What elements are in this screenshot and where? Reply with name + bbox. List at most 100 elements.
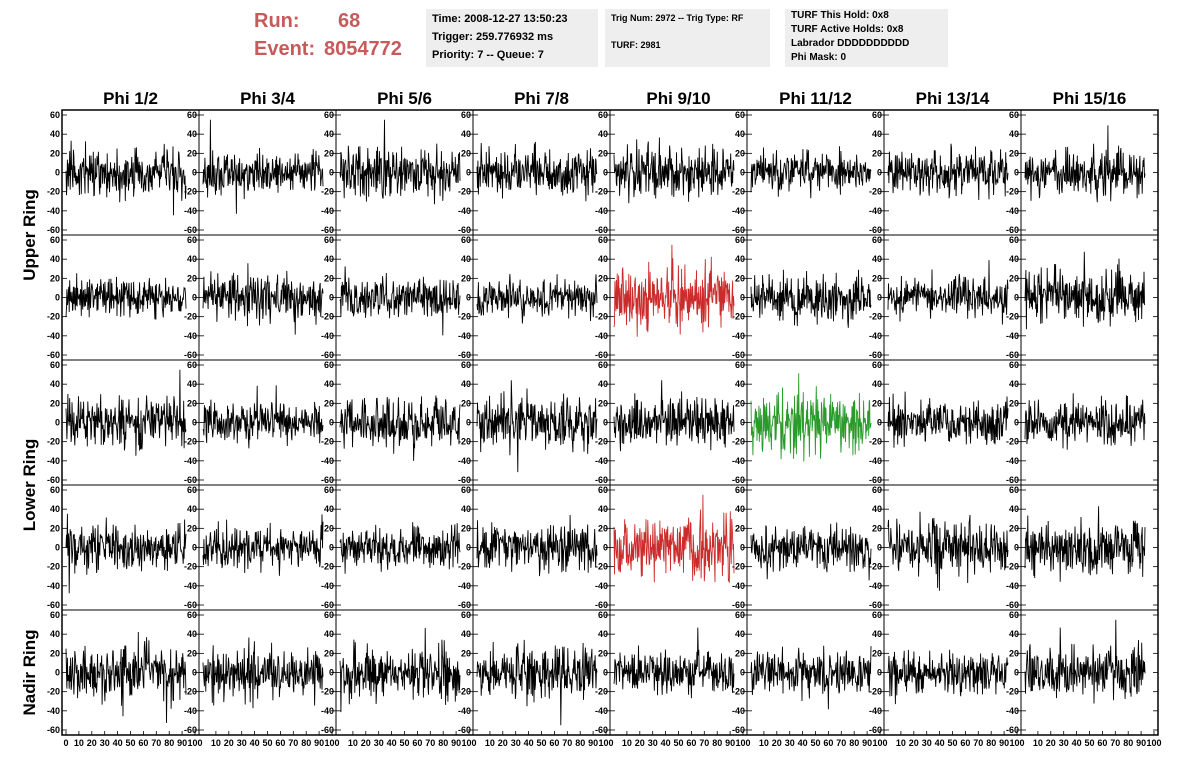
- y-tick-label: -60: [321, 475, 334, 485]
- y-tick-label: -40: [458, 456, 471, 466]
- y-tick-label: -40: [184, 706, 197, 716]
- waveform-trace: [1024, 506, 1146, 582]
- waveform-trace: [887, 391, 1009, 448]
- y-tick-label: 20: [1009, 398, 1019, 408]
- y-tick-label: -40: [595, 206, 608, 216]
- y-tick-label: -20: [321, 437, 334, 447]
- x-tick-label: 10: [211, 738, 221, 748]
- waveform-trace: [65, 631, 187, 723]
- y-tick-label: 60: [324, 485, 334, 495]
- column-header: Phi 7/8: [514, 89, 569, 108]
- y-tick-label: -20: [47, 312, 60, 322]
- y-tick-label: 40: [598, 254, 608, 264]
- x-tick-label: 90: [1136, 738, 1146, 748]
- waveform-trace: [339, 627, 461, 713]
- y-tick-label: -40: [184, 456, 197, 466]
- y-tick-label: 0: [329, 168, 334, 178]
- x-tick-label: 100: [1009, 738, 1024, 748]
- waveform-trace: [1024, 393, 1146, 450]
- x-tick-label: 40: [935, 738, 945, 748]
- y-tick-label: -20: [595, 562, 608, 572]
- x-tick-label: 50: [262, 738, 272, 748]
- y-tick-label: 0: [603, 293, 608, 303]
- y-tick-label: 60: [50, 485, 60, 495]
- y-tick-label: -20: [869, 437, 882, 447]
- x-tick-label: 20: [498, 738, 508, 748]
- y-tick-label: 40: [187, 629, 197, 639]
- y-tick-label: -20: [184, 187, 197, 197]
- y-tick-label: -40: [184, 581, 197, 591]
- y-tick-label: 0: [877, 418, 882, 428]
- y-tick-label: 0: [192, 668, 197, 678]
- y-tick-label: -60: [47, 725, 60, 735]
- labrador-text: Labrador DDDDDDDDDD: [791, 38, 910, 49]
- x-tick-label: 40: [524, 738, 534, 748]
- x-tick-label: 50: [536, 738, 546, 748]
- y-tick-label: 20: [598, 273, 608, 283]
- y-tick-label: -40: [1006, 706, 1019, 716]
- y-tick-label: 40: [50, 629, 60, 639]
- y-tick-label: 40: [461, 129, 471, 139]
- x-tick-label: 80: [1123, 738, 1133, 748]
- x-tick-label: 20: [1046, 738, 1056, 748]
- x-tick-label: 100: [461, 738, 476, 748]
- y-tick-label: -20: [1006, 312, 1019, 322]
- y-tick-label: -60: [1006, 225, 1019, 235]
- y-tick-label: 0: [192, 293, 197, 303]
- y-tick-label: 0: [1014, 543, 1019, 553]
- x-tick-label: 20: [224, 738, 234, 748]
- x-tick-label: 20: [909, 738, 919, 748]
- y-tick-label: -20: [869, 562, 882, 572]
- x-tick-label: 50: [673, 738, 683, 748]
- waveform-trace: [750, 645, 872, 710]
- y-tick-label: 0: [329, 543, 334, 553]
- y-tick-label: -60: [458, 725, 471, 735]
- y-tick-label: 20: [50, 523, 60, 533]
- y-tick-label: 40: [735, 504, 745, 514]
- trigger-info-box: Trig Num: 2972 -- Trig Type: RF TURF: 29…: [605, 9, 770, 67]
- y-tick-label: 20: [50, 148, 60, 158]
- y-tick-label: 0: [740, 543, 745, 553]
- y-tick-label: -20: [732, 312, 745, 322]
- x-tick-label: 100: [598, 738, 613, 748]
- waveform-trace: [613, 627, 735, 699]
- y-tick-label: -60: [184, 350, 197, 360]
- y-tick-label: 40: [324, 629, 334, 639]
- waveform-trace: [1024, 125, 1146, 203]
- y-tick-label: 40: [735, 129, 745, 139]
- trig-num-text: Trig Num: 2972 -- Trig Type: RF: [611, 13, 744, 23]
- y-tick-label: 60: [324, 610, 334, 620]
- waveform-trace: [613, 494, 735, 583]
- y-tick-label: -20: [1006, 437, 1019, 447]
- y-tick-label: -40: [595, 706, 608, 716]
- y-tick-label: -40: [1006, 456, 1019, 466]
- y-tick-label: 60: [735, 235, 745, 245]
- waveform-trace: [65, 273, 187, 320]
- y-tick-label: 20: [324, 648, 334, 658]
- y-tick-label: 20: [1009, 273, 1019, 283]
- x-tick-label: 90: [177, 738, 187, 748]
- y-tick-label: 0: [55, 668, 60, 678]
- priority-text: Priority: 7 -- Queue: 7: [432, 49, 544, 61]
- y-tick-label: 20: [187, 398, 197, 408]
- y-tick-label: 40: [187, 129, 197, 139]
- y-tick-label: 0: [329, 668, 334, 678]
- y-tick-label: -60: [732, 725, 745, 735]
- y-tick-label: -20: [47, 187, 60, 197]
- x-tick-label: 30: [237, 738, 247, 748]
- waveform-trace: [887, 260, 1009, 325]
- y-tick-label: -40: [869, 206, 882, 216]
- x-tick-label: 20: [361, 738, 371, 748]
- x-tick-label: 60: [960, 738, 970, 748]
- y-tick-label: 0: [603, 668, 608, 678]
- y-tick-label: 20: [187, 148, 197, 158]
- x-tick-label: 80: [301, 738, 311, 748]
- y-tick-label: 20: [324, 523, 334, 533]
- y-tick-label: 40: [324, 254, 334, 264]
- y-tick-label: -60: [184, 475, 197, 485]
- y-tick-label: -40: [321, 706, 334, 716]
- x-tick-label: 100: [324, 738, 339, 748]
- waveform-trace: [202, 263, 324, 335]
- x-tick-label: 50: [810, 738, 820, 748]
